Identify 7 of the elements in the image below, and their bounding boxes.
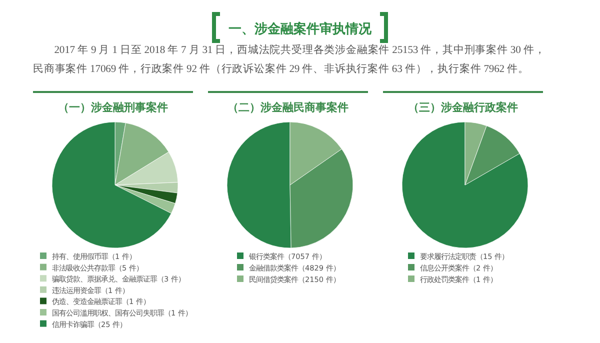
text: 2017 年 9 月 1 日至 2018 年 7 月 31 日，西城法院共受理各类涉金融案件 25153 件，其中刑事案件 30 件，民商事案件 17069 件，行政案件 92 件（行政诉讼案件 29 件、非诉执行案件 63 件），执行案件 7962 件。: [33, 43, 546, 77]
pie-slice: [464, 126, 520, 186]
text: 一、涉金融案件审执情况: [228, 21, 372, 37]
chart-title: （二）涉金融民商事案件: [228, 101, 348, 114]
pie-slice: [402, 122, 528, 248]
chart-title: （一）涉金融刑事案件: [58, 101, 168, 114]
chart-title: （三）涉金融行政案件: [408, 101, 518, 114]
